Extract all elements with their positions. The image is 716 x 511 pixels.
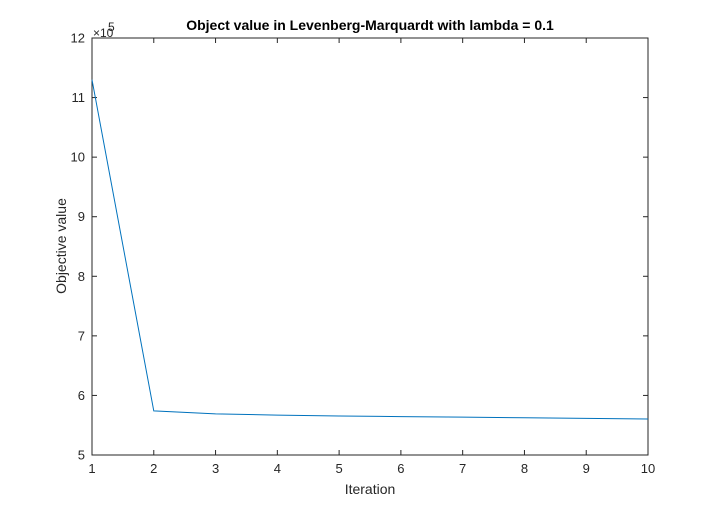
x-tick-label: 5 (335, 461, 342, 476)
y-axis: 5 6 7 8 9 10 11 12 (71, 31, 648, 463)
y-axis-exponent: ×10 5 (93, 20, 115, 40)
y-tick-label: 7 (78, 328, 85, 343)
plot-area (91, 37, 649, 456)
y-tick-label: 10 (71, 150, 85, 165)
x-axis: 1 2 3 4 5 6 7 8 9 10 (88, 38, 655, 476)
y-exponent-base: ×10 (93, 26, 114, 40)
x-tick-label: 9 (583, 461, 590, 476)
y-tick-label: 5 (78, 448, 85, 463)
y-tick-label: 12 (71, 31, 85, 46)
x-tick-label: 8 (521, 461, 528, 476)
y-tick-label: 9 (78, 209, 85, 224)
y-exponent-power: 5 (108, 20, 115, 34)
y-axis-label: Objective value (53, 198, 69, 294)
series-layer (91, 79, 649, 420)
x-tick-label: 10 (641, 461, 655, 476)
chart-title: Object value in Levenberg-Marquardt with… (186, 17, 554, 33)
x-tick-label: 4 (274, 461, 281, 476)
x-tick-label: 7 (459, 461, 466, 476)
x-axis-label: Iteration (345, 481, 396, 497)
y-tick-label: 11 (72, 90, 86, 105)
series-line (91, 79, 649, 420)
x-tick-label: 1 (88, 461, 95, 476)
x-tick-label: 3 (212, 461, 219, 476)
y-tick-label: 6 (78, 388, 85, 403)
x-tick-label: 6 (397, 461, 404, 476)
x-tick-label: 2 (150, 461, 157, 476)
y-tick-label: 8 (78, 269, 85, 284)
